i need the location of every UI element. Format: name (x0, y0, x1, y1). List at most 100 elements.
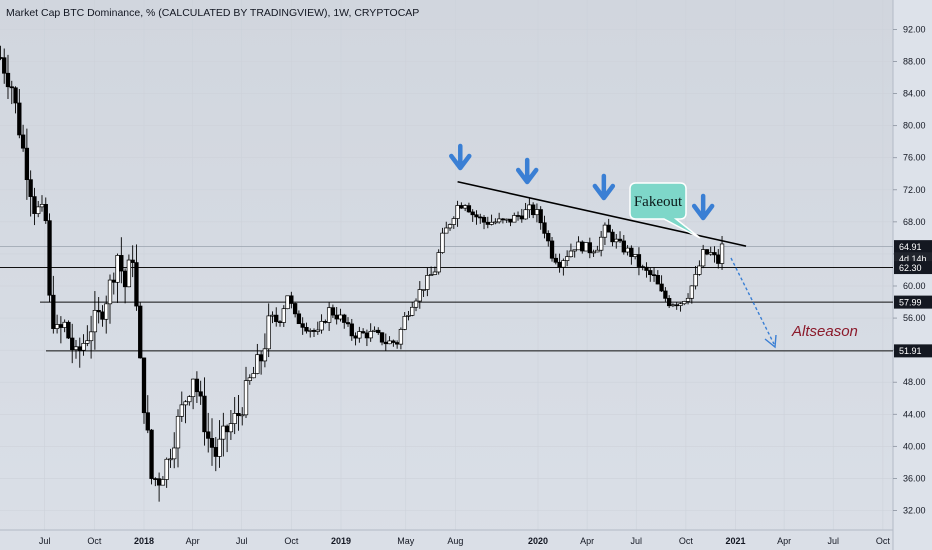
candle-body (319, 321, 324, 331)
candle-body (598, 236, 604, 251)
y-tick-label: 32.00 (903, 506, 926, 516)
x-tick-label: Oct (679, 536, 694, 546)
candle-body (508, 218, 513, 223)
candle-body (629, 247, 634, 257)
candle-body (462, 205, 468, 209)
candle-body (372, 329, 377, 332)
candle-body (387, 340, 392, 345)
price-label: 57.99 (899, 297, 922, 307)
candle-body (224, 425, 230, 433)
candle-body (383, 341, 388, 345)
x-tick-label: 2018 (134, 536, 154, 546)
candle-body (549, 240, 555, 259)
candle-body (474, 214, 479, 218)
candle-body (153, 478, 158, 480)
candle-body (70, 337, 75, 351)
candle-body (353, 335, 358, 339)
candle-body (432, 271, 438, 275)
candle-body (667, 298, 672, 307)
candle-body (281, 308, 286, 323)
candle-body (130, 259, 135, 263)
candle-body (58, 324, 64, 328)
candle-body (447, 224, 453, 229)
candle-body (342, 314, 347, 323)
x-tick-label: 2020 (528, 536, 548, 546)
candle-body (485, 221, 490, 225)
candle-body (270, 314, 275, 317)
candle-body (614, 238, 619, 243)
candle-body (5, 72, 11, 88)
candle-body (470, 211, 475, 216)
candle-body (364, 332, 370, 339)
candle-body (379, 332, 385, 343)
candle-body (349, 323, 354, 337)
candle-body (716, 254, 721, 264)
y-axis-panel (893, 0, 932, 550)
candle-body (134, 262, 139, 307)
candle-body (289, 295, 294, 304)
trendline (457, 180, 747, 247)
chart-title: Market Cap BTC Dominance, % (CALCULATED … (6, 7, 420, 19)
candle-body (712, 252, 717, 256)
candle-body (0, 57, 3, 59)
candle-body (689, 285, 694, 299)
candle-body (523, 209, 528, 220)
candle-body (360, 331, 366, 334)
candle-body (568, 250, 574, 258)
candle-body (164, 458, 169, 480)
y-tick-label: 72.00 (903, 185, 926, 195)
projection-arrow-line (730, 257, 775, 345)
candle-body (719, 243, 725, 264)
candle-body (459, 205, 464, 209)
candle-body (292, 303, 298, 315)
candle-body (368, 331, 373, 339)
candle-body (493, 221, 498, 224)
candle-body (678, 303, 683, 306)
candle-body (682, 301, 687, 305)
x-tick-label: Jul (39, 536, 51, 546)
candle-body (674, 304, 679, 307)
candle-body (576, 241, 581, 251)
x-tick-label: Apr (186, 536, 200, 546)
candle-body (85, 340, 90, 344)
candle-body (504, 218, 509, 221)
candle-body (651, 274, 657, 277)
candle-body (304, 327, 309, 332)
x-tick-label: 2019 (331, 536, 351, 546)
candle-body (54, 324, 60, 329)
candle-body (258, 354, 264, 362)
candle-body (266, 315, 271, 350)
candle-body (122, 270, 128, 288)
candle-body (232, 413, 237, 424)
candle-body (24, 147, 30, 181)
candle-body (693, 274, 698, 287)
candle-body (591, 251, 596, 254)
candle-body (546, 233, 551, 242)
candle-body (334, 314, 339, 320)
candle-body (663, 290, 668, 299)
y-tick-label: 92.00 (903, 24, 926, 34)
x-tick-label: Jul (827, 536, 839, 546)
candle-body (410, 306, 415, 316)
y-tick-label: 68.00 (903, 217, 926, 227)
candle-body (36, 206, 41, 214)
candle-body (417, 289, 422, 302)
altseason-label: Altseason (791, 323, 858, 340)
candle-body (561, 260, 566, 268)
candle-body (685, 297, 691, 302)
candle-body (168, 458, 173, 461)
candle-body (296, 313, 302, 325)
candle-body (236, 413, 241, 417)
price-label-bg (894, 344, 932, 358)
candle-body (659, 283, 664, 292)
candle-body (221, 425, 226, 440)
candle-body (88, 331, 94, 342)
candle-body (243, 380, 249, 416)
candle-body (564, 256, 570, 261)
candle-body (621, 240, 626, 253)
candle-body (311, 330, 317, 332)
candle-body (330, 307, 336, 316)
candle-body (606, 224, 611, 233)
candle-body (357, 331, 362, 339)
